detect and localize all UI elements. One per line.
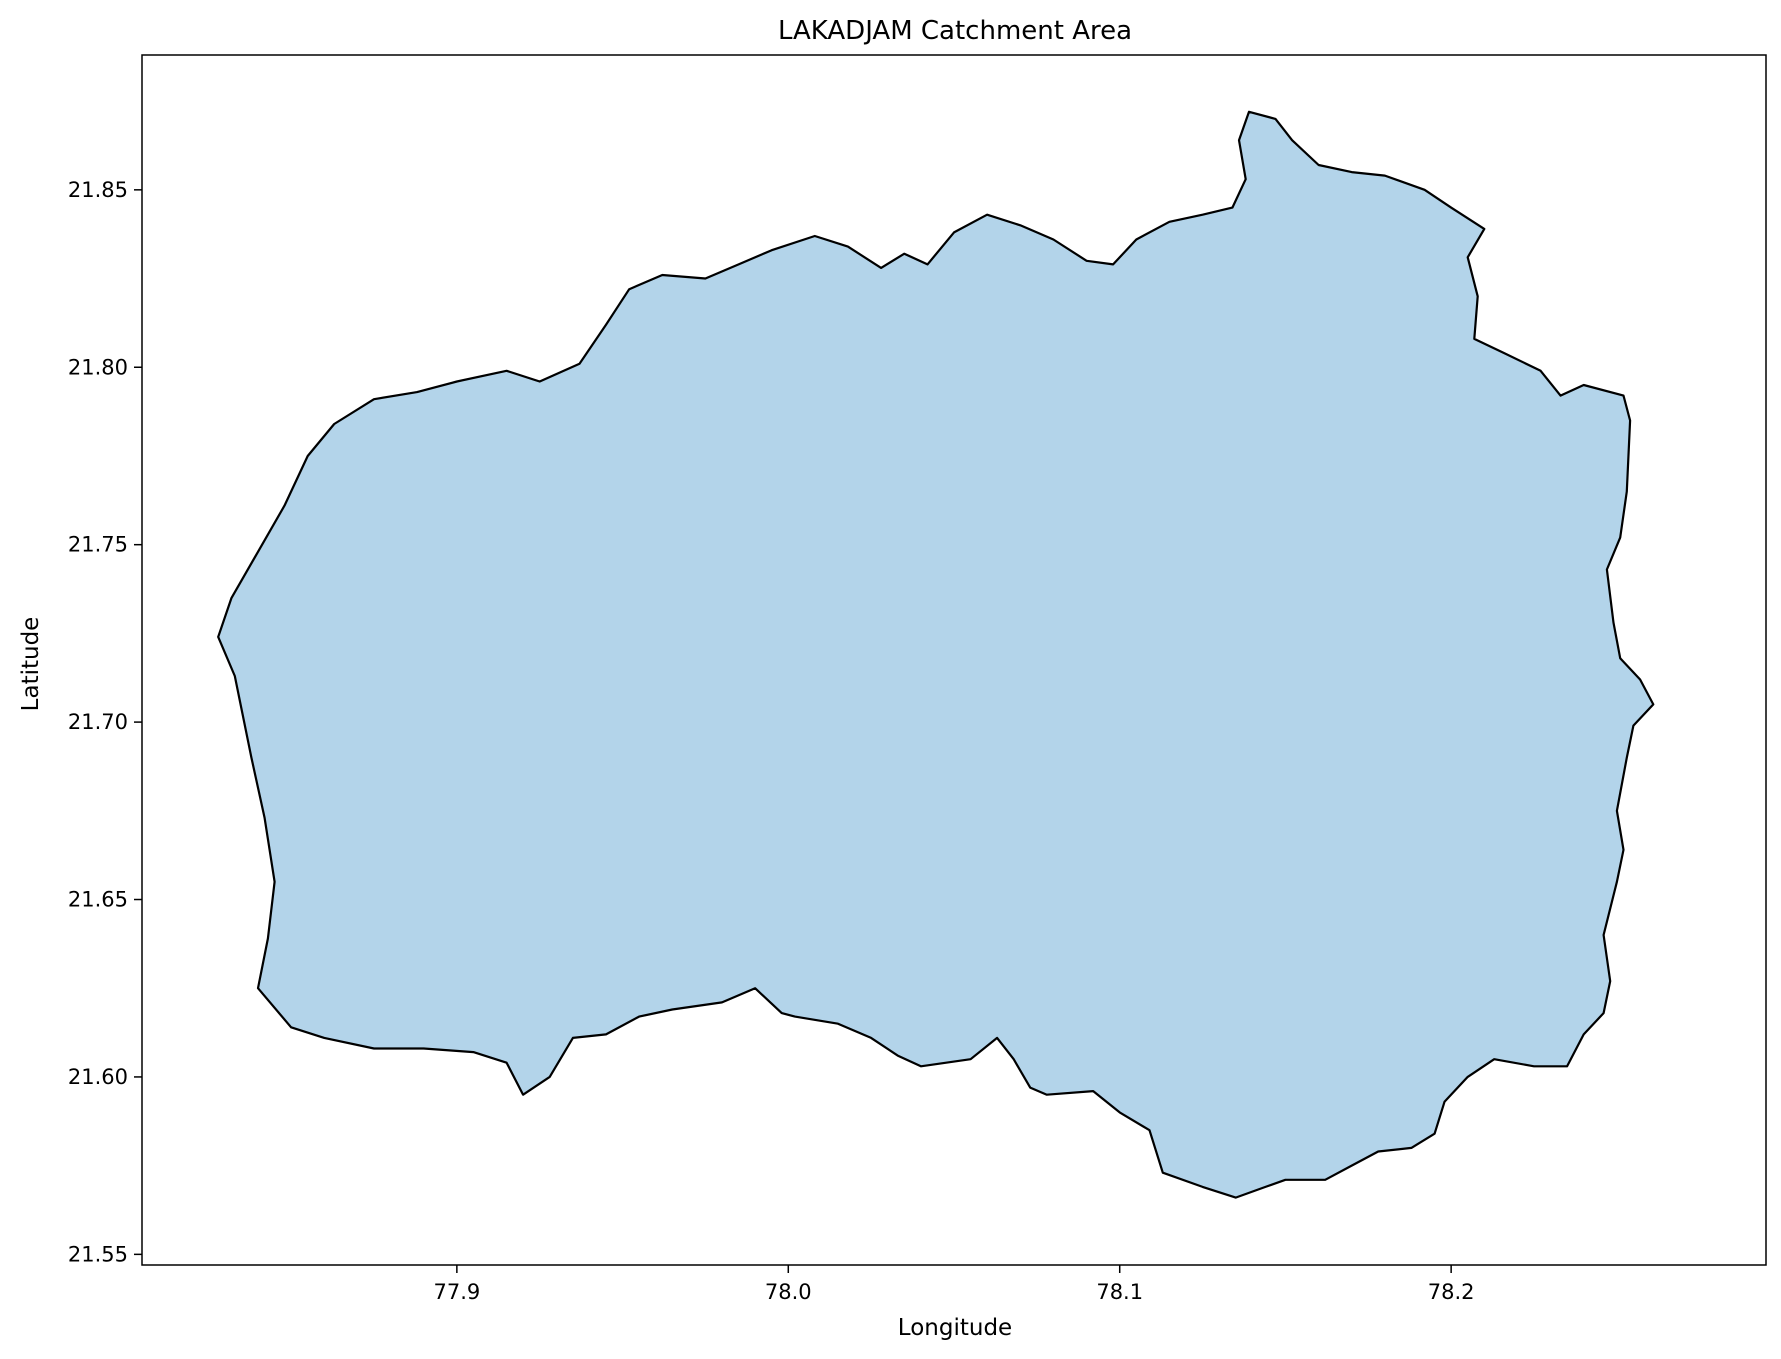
x-axis-label: Longitude [898,1315,1012,1341]
x-tick-label: 78.1 [1096,1280,1143,1304]
catchment-boundary [217,110,1655,1199]
plot-frame [141,54,1767,1266]
y-tick-label: 21.65 [68,888,128,912]
y-tick-label: 21.60 [68,1065,128,1089]
y-tick-label: 21.55 [68,1242,128,1266]
x-tick-label: 77.9 [433,1280,480,1304]
chart-title: LAKADJAM Catchment Area [778,16,1132,46]
y-tick-label: 21.85 [68,178,128,202]
y-axis: 21.55 21.60 21.65 21.70 21.75 21.80 21.85 [68,178,142,1266]
y-tick-label: 21.80 [68,355,128,379]
y-axis-label: Latitude [18,617,44,712]
y-tick-label: 21.70 [68,710,128,734]
y-tick-label: 21.75 [68,533,128,557]
x-axis: 77.9 78.0 78.1 78.2 [433,1265,1475,1304]
x-tick-label: 78.2 [1428,1280,1475,1304]
x-tick-label: 78.0 [765,1280,812,1304]
plot-area [141,54,1767,1266]
